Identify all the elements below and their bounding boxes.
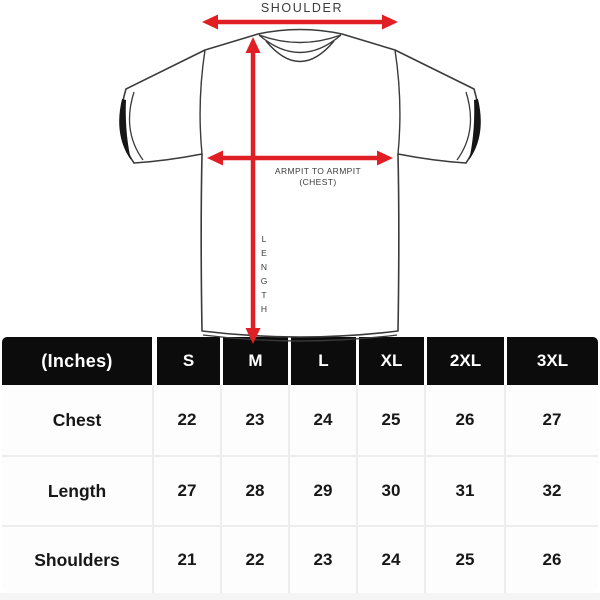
table-row-chest: Chest 22 23 24 25 26 27 [2, 385, 598, 455]
chest-arrow [207, 150, 393, 166]
size-chart-table: (Inches) S M L XL 2XL 3XL Chest 22 23 24… [2, 337, 598, 593]
shoulders-m: 22 [220, 525, 288, 593]
row-label-shoulders: Shoulders [2, 525, 152, 593]
row-label-length: Length [2, 455, 152, 525]
tshirt-outline [120, 28, 480, 338]
length-l: 29 [288, 455, 356, 525]
chest-measure-label-line2: (CHEST) [299, 177, 337, 187]
shoulders-2xl: 25 [424, 525, 504, 593]
size-header-row: (Inches) S M L XL 2XL 3XL [2, 337, 598, 385]
row-label-chest: Chest [2, 385, 152, 455]
length-s: 27 [152, 455, 220, 525]
shoulders-xl: 24 [356, 525, 424, 593]
size-header-2xl: 2XL [424, 337, 504, 385]
shoulder-arrow [202, 14, 398, 30]
collar-lines [258, 34, 342, 63]
chest-measure-label: ARMPIT TO ARMPIT (CHEST) [243, 166, 393, 188]
page-bottom-margin [0, 593, 600, 600]
length-3xl: 32 [504, 455, 598, 525]
size-header-l: L [288, 337, 356, 385]
length-arrow [245, 37, 261, 344]
chest-3xl: 27 [504, 385, 598, 455]
cuff-line-right [456, 91, 472, 161]
table-row-shoulders: Shoulders 21 22 23 24 25 26 [2, 525, 598, 593]
length-measure-label: LENGTH [259, 234, 269, 318]
cuff-shadow-right [469, 99, 481, 160]
unit-header-cell: (Inches) [2, 337, 152, 385]
cuff-line-left [128, 91, 144, 161]
chest-m: 23 [220, 385, 288, 455]
size-header-3xl: 3XL [504, 337, 598, 385]
chest-xl: 25 [356, 385, 424, 455]
size-header-s: S [152, 337, 220, 385]
shoulders-3xl: 26 [504, 525, 598, 593]
size-header-xl: XL [356, 337, 424, 385]
chest-2xl: 26 [424, 385, 504, 455]
shoulder-measure-label: SHOULDER [260, 1, 344, 15]
sleeve-seam-right [394, 49, 401, 155]
length-xl: 30 [356, 455, 424, 525]
cuff-shadow-left [119, 99, 131, 160]
size-header-m: M [220, 337, 288, 385]
chest-l: 24 [288, 385, 356, 455]
chest-s: 22 [152, 385, 220, 455]
length-2xl: 31 [424, 455, 504, 525]
table-row-length: Length 27 28 29 30 31 32 [2, 455, 598, 525]
shoulders-l: 23 [288, 525, 356, 593]
sleeve-seam-left [199, 49, 206, 155]
length-m: 28 [220, 455, 288, 525]
shoulders-s: 21 [152, 525, 220, 593]
chest-measure-label-line1: ARMPIT TO ARMPIT [274, 166, 362, 176]
tshirt-diagram [119, 14, 481, 344]
